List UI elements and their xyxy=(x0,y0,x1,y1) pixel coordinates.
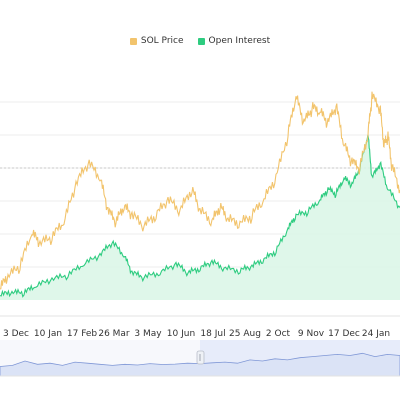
x-tick-label: 3 Dec xyxy=(3,329,29,339)
oi-swatch xyxy=(197,37,205,45)
legend-item-oi[interactable]: Open Interest xyxy=(197,36,271,46)
x-tick-label: 17 Feb xyxy=(67,329,98,339)
legend-item-price[interactable]: SOL Price xyxy=(129,36,184,46)
x-tick-label: 3 May xyxy=(134,329,162,339)
oi-area xyxy=(0,134,400,300)
legend-oi-label: Open Interest xyxy=(208,36,271,46)
navigator-handle[interactable] xyxy=(196,350,205,365)
x-tick-label: 10 Jan xyxy=(34,329,62,339)
price-swatch xyxy=(129,37,137,45)
x-tick-label: 2 Oct xyxy=(266,329,291,339)
x-tick-label: 25 Aug xyxy=(229,329,261,339)
navigator-series xyxy=(0,352,400,377)
x-tick-label: 24 Jan xyxy=(362,329,390,339)
chart-legend: SOL Price Open Interest xyxy=(0,36,400,46)
x-tick-label: 10 Jun xyxy=(167,329,195,339)
x-tick-label: 26 Mar xyxy=(98,329,130,339)
x-tick-label: 9 Nov xyxy=(298,329,325,339)
x-tick-label: 18 Jul xyxy=(200,329,225,339)
price-line xyxy=(0,91,400,290)
oi-line xyxy=(0,134,400,298)
x-tick-label: 17 Dec xyxy=(328,329,360,339)
legend-price-label: SOL Price xyxy=(140,36,184,46)
